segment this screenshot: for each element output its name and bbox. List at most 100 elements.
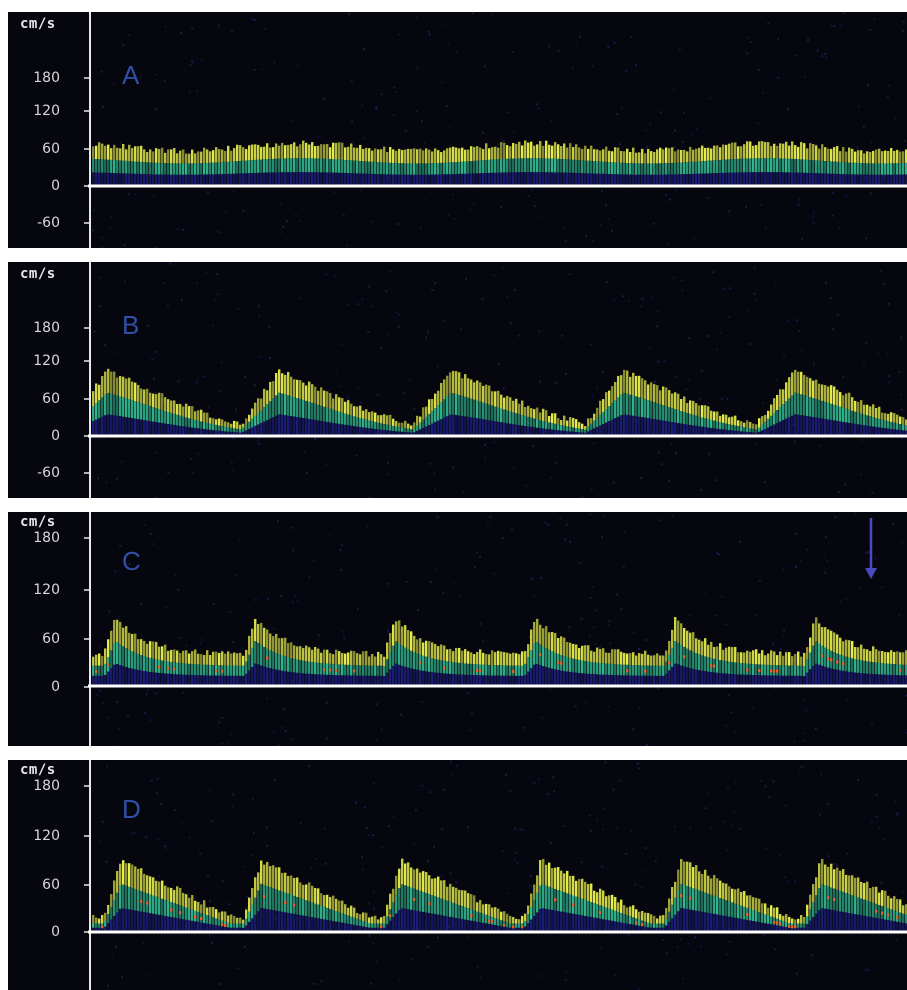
spectrum-column [779, 389, 782, 436]
noise-speckle [803, 739, 806, 742]
spectrum-column [221, 651, 224, 686]
spectrum-column [773, 398, 776, 436]
noise-speckle [837, 491, 840, 494]
noise-speckle [93, 330, 96, 333]
spectrum-column [242, 919, 245, 932]
noise-speckle [654, 860, 657, 863]
noise-speckle [593, 626, 596, 629]
noise-speckle [668, 198, 671, 201]
noise-speckle [880, 881, 883, 884]
noise-speckle [372, 907, 375, 910]
noise-speckle [536, 103, 539, 106]
spectrum-column [491, 650, 494, 686]
spectrum-column [566, 641, 569, 686]
noise-speckle [363, 806, 366, 809]
spectrum-column [560, 420, 563, 436]
noise-speckle [593, 442, 596, 445]
noise-speckle [676, 945, 679, 948]
spectrum-column [827, 866, 830, 932]
noise-speckle [484, 456, 487, 459]
noise-speckle [466, 936, 469, 939]
noise-speckle [719, 332, 722, 335]
noise-speckle [612, 298, 615, 301]
noise-speckle [237, 308, 240, 311]
spectrum-column [458, 647, 461, 686]
spectrum-column [212, 150, 215, 186]
spectrum-column [530, 141, 533, 186]
spectrum-column [221, 419, 224, 436]
spectrum-column [230, 653, 233, 686]
noise-speckle [764, 227, 767, 230]
spectrum-column [770, 404, 773, 436]
noise-speckle [901, 541, 904, 544]
spectrum-column [110, 371, 113, 436]
noise-speckle [681, 289, 684, 292]
spectrum-column [176, 404, 179, 436]
spectrum-column [845, 151, 848, 186]
spectrum-column [539, 624, 542, 686]
noise-speckle [811, 954, 814, 957]
spectrum-column [509, 397, 512, 436]
spectrum-column [821, 384, 824, 436]
noise-speckle [599, 223, 602, 226]
spectrum-column [806, 904, 809, 932]
noise-speckle [312, 559, 315, 562]
spectrum-column [659, 147, 662, 186]
noise-speckle [479, 976, 482, 979]
spectrum-column [797, 918, 800, 932]
spectrum-column [596, 407, 599, 436]
noise-speckle [105, 860, 108, 863]
spectrum-column [179, 887, 182, 932]
noise-speckle [509, 789, 512, 792]
spectrum-column [314, 646, 317, 686]
spectrum-column [803, 652, 806, 686]
noise-speckle [871, 491, 874, 494]
spectrum-column [209, 151, 212, 186]
spectrum-column [137, 146, 140, 186]
spectrum-column [443, 880, 446, 932]
spectrum-column [800, 915, 803, 932]
spectrum-column [167, 650, 170, 686]
spectrum-column [641, 911, 644, 932]
spectrum-column [209, 655, 212, 686]
noise-speckle [640, 477, 643, 480]
noise-speckle [179, 637, 182, 640]
spectrum-column [389, 633, 392, 686]
spectrum-column [506, 652, 509, 686]
noise-speckle [268, 357, 271, 360]
noise-speckle [451, 466, 454, 469]
spectrum-column [431, 399, 434, 436]
noise-speckle [253, 384, 256, 387]
noise-speckle [235, 408, 238, 411]
spectrum-column [218, 148, 221, 186]
spectrum-column [728, 646, 731, 686]
noise-speckle [590, 488, 593, 491]
noise-speckle [387, 825, 390, 828]
spectrum-column [356, 653, 359, 686]
noise-speckle [793, 440, 796, 443]
noise-speckle [437, 936, 440, 939]
noise-speckle [589, 596, 592, 599]
spectrum-column [605, 146, 608, 186]
noise-speckle [581, 861, 584, 864]
noise-speckle [509, 322, 512, 325]
spectrum-column [701, 145, 704, 186]
noise-speckle [607, 217, 610, 220]
spectrum-column [560, 870, 563, 932]
spectrum-column [350, 143, 353, 186]
spectrum-column [734, 142, 737, 186]
spectrum-column [257, 623, 260, 686]
noise-speckle [731, 824, 734, 827]
spectrum-column [245, 909, 248, 932]
noise-speckle [563, 538, 566, 541]
noise-speckle [882, 837, 885, 840]
spectrum-column [380, 654, 383, 686]
noise-speckle [798, 173, 801, 176]
noise-speckle [727, 786, 730, 789]
noise-speckle [475, 551, 478, 554]
noise-speckle [101, 246, 104, 248]
spectrum-column [719, 643, 722, 686]
noise-speckle [798, 198, 801, 201]
velocity-unit: cm/s [20, 266, 56, 282]
spectrum-column [596, 892, 599, 932]
